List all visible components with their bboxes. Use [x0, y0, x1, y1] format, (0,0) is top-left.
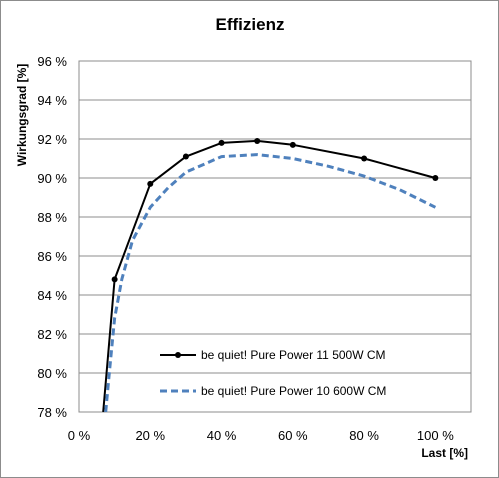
- x-tick-label: 60 %: [278, 428, 308, 443]
- x-tick-label: 80 %: [349, 428, 379, 443]
- data-point: [147, 180, 154, 187]
- y-tick-label: 82 %: [37, 327, 67, 342]
- legend-label: be quiet! Pure Power 11 500W CM: [201, 348, 386, 362]
- x-axis-label: Last [%]: [421, 446, 468, 460]
- y-tick-labels: 78 % 80 % 82 % 84 % 86 % 88 % 90 % 92 % 94 % 96 %: [37, 54, 67, 420]
- series-line-1: [102, 139, 436, 412]
- y-tick-label: 92 %: [37, 132, 67, 147]
- y-tick-label: 94 %: [37, 93, 67, 108]
- y-tick-label: 88 %: [37, 210, 67, 225]
- x-tick-label: 40 %: [207, 428, 237, 443]
- plot-area: [78, 60, 472, 413]
- y-tick-label: 96 %: [37, 54, 67, 69]
- data-point: [432, 175, 439, 181]
- y-tick-label: 80 %: [37, 366, 67, 381]
- x-tick-label: 0 %: [68, 428, 91, 443]
- legend: be quiet! Pure Power 11 500W CM be quiet!…: [160, 348, 386, 398]
- data-point: [218, 139, 225, 146]
- data-point: [361, 155, 368, 162]
- data-point: [289, 141, 296, 148]
- y-tick-label: 84 %: [37, 288, 67, 303]
- gridlines: [79, 99, 471, 374]
- data-point: [182, 153, 189, 160]
- y-axis-label: Wirkungsgrad [%]: [15, 64, 29, 167]
- x-tick-label: 20 %: [135, 428, 165, 443]
- series-group: [102, 137, 439, 412]
- data-point: [254, 137, 261, 144]
- legend-label: be quiet! Pure Power 10 600W CM: [201, 384, 386, 398]
- y-tick-label: 78 %: [37, 405, 67, 420]
- y-tick-label: 86 %: [37, 249, 67, 264]
- legend-marker: [175, 352, 181, 358]
- chart-title: Effizienz: [216, 15, 285, 34]
- y-tick-label: 90 %: [37, 171, 67, 186]
- x-tick-labels: 0 % 20 % 40 % 60 % 80 % 100 %: [68, 428, 454, 443]
- x-tick-label: 100 %: [417, 428, 454, 443]
- series-line-2: [104, 153, 437, 412]
- data-point: [111, 276, 118, 283]
